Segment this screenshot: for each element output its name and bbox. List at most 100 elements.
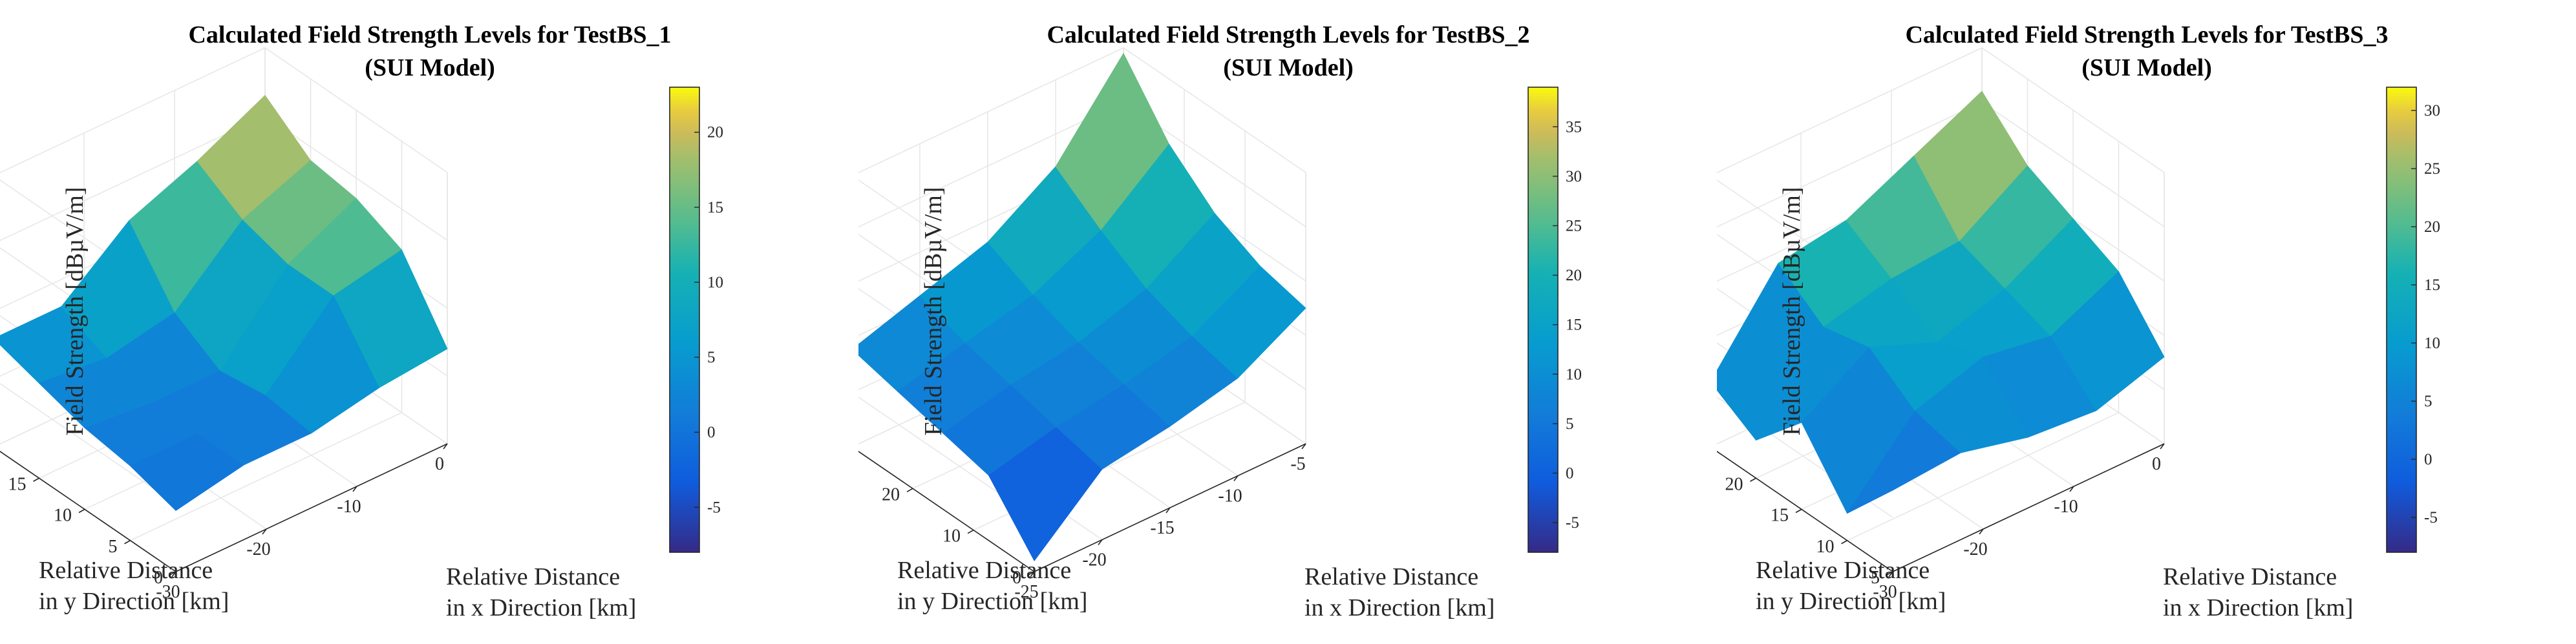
x-tick-label: -30 xyxy=(1873,582,1897,602)
colorbar-tick-label: 35 xyxy=(1566,118,1582,136)
colorbar-gradient xyxy=(2386,87,2417,553)
x-tick-mark xyxy=(1301,443,1306,450)
colorbar-tick-label: 5 xyxy=(707,349,716,366)
chart-svg-1: -25-20-15-10-50102030-10010203040Field S… xyxy=(858,21,1582,621)
y-tick-label: 10 xyxy=(54,506,72,526)
y-axis-label-line1: Relative Distance xyxy=(39,557,213,584)
chart-subtitle: (SUI Model) xyxy=(1223,54,1354,81)
x-tick-label: -20 xyxy=(1082,550,1106,570)
y-axis-label-line2: in y Direction [km] xyxy=(897,588,1087,615)
x-axis-label-line1: Relative Distance xyxy=(2163,563,2337,590)
y-gridline xyxy=(130,141,403,541)
z-gridline-side xyxy=(0,382,176,504)
x-axis-label-line2: in x Direction [km] xyxy=(1304,594,1495,621)
surface xyxy=(1717,90,2165,514)
y-tick-mark xyxy=(78,508,85,514)
surface xyxy=(0,95,448,511)
x-axis-line xyxy=(1892,443,2165,572)
x-tick-label: -25 xyxy=(1014,582,1038,602)
x-tick-label: -10 xyxy=(1218,486,1242,506)
chart-panel-2: -25-20-15-10-50102030-10010203040Field S… xyxy=(858,0,1717,644)
colorbar-gradient xyxy=(1528,87,1559,553)
colorbar-tick-label: 15 xyxy=(2424,276,2440,294)
colorbar-tick-label: 25 xyxy=(1566,217,1582,234)
y-tick-mark xyxy=(124,540,131,545)
chart-subtitle: (SUI Model) xyxy=(2081,54,2212,81)
y-axis-label-line2: in y Direction [km] xyxy=(1756,588,1946,615)
y-tick-label: 20 xyxy=(1725,474,1743,494)
z-axis-label: Field Strength [dBµV/m] xyxy=(920,187,947,436)
colorbar-tick-label: 30 xyxy=(2424,102,2440,119)
x-axis-line xyxy=(175,443,448,572)
y-tick-label: 15 xyxy=(1771,506,1789,526)
x-tick-mark xyxy=(2069,486,2074,492)
y-axis-line xyxy=(858,450,1035,572)
colorbar-tick-label: 10 xyxy=(1566,366,1582,383)
z-axis-label: Field Strength [dBµV/m] xyxy=(61,187,89,436)
x-tick-label: 0 xyxy=(2152,454,2161,474)
x-tick-mark xyxy=(2160,443,2165,450)
x-tick-label: -20 xyxy=(246,539,270,559)
x-tick-mark xyxy=(1098,539,1103,545)
colorbar-gradient xyxy=(669,87,700,553)
colorbar-tick-label: 30 xyxy=(1566,168,1582,185)
z-axis-label: Field Strength [dBµV/m] xyxy=(1778,187,1805,436)
y-tick-mark xyxy=(33,477,39,482)
x-tick-label: -10 xyxy=(2054,497,2078,517)
x-tick-label: -20 xyxy=(1963,539,1987,559)
colorbar-tick-label: 10 xyxy=(707,274,723,291)
x-axis-label-line2: in x Direction [km] xyxy=(446,594,636,621)
y-tick-mark xyxy=(1841,540,1847,545)
y-tick-mark xyxy=(906,488,913,493)
colorbar-tick-label: 20 xyxy=(2424,218,2440,236)
chart-panel-1: -30-20-10005101520-100102030Field Streng… xyxy=(0,0,858,644)
chart-svg-0: -30-20-10005101520-100102030Field Streng… xyxy=(0,21,723,621)
surface-patch xyxy=(334,249,448,388)
colorbar-tick-label: 5 xyxy=(2424,393,2432,410)
colorbar-tick-label: 15 xyxy=(1566,317,1582,334)
colorbar-tick-label: 15 xyxy=(707,199,723,216)
colorbar-tick-label: 20 xyxy=(1566,267,1582,284)
surface-patch xyxy=(2050,271,2165,411)
colorbar: -5 0 5 10 15 20 25 30 xyxy=(2386,87,2440,553)
y-tick-mark xyxy=(1886,571,1893,576)
chart-title: Calculated Field Strength Levels for Tes… xyxy=(1905,21,2388,48)
colorbar-tick-label: -5 xyxy=(707,499,721,516)
y-tick-mark xyxy=(1750,477,1756,482)
axes: -30-20-10005101520-100102030 xyxy=(0,443,448,602)
chart-svg-2: -30-20-100510152025-10010203040Field Str… xyxy=(1717,21,2440,621)
x-tick-mark xyxy=(1979,528,1984,535)
colorbar: -5 0 5 10 15 20 xyxy=(669,87,723,553)
y-tick-label: 0 xyxy=(154,568,163,588)
y-tick-mark xyxy=(967,529,974,534)
chart-title: Calculated Field Strength Levels for Tes… xyxy=(188,21,671,48)
x-tick-label: -15 xyxy=(1150,518,1174,538)
x-tick-mark xyxy=(443,443,448,450)
y-axis-label-line1: Relative Distance xyxy=(1756,557,1930,584)
x-axis-label-line1: Relative Distance xyxy=(446,563,620,590)
colorbar-tick-label: 5 xyxy=(1566,415,1574,433)
y-tick-mark xyxy=(169,571,176,576)
colorbar-tick-label: 0 xyxy=(707,424,716,441)
x-tick-label: -5 xyxy=(1290,454,1305,474)
surface xyxy=(858,53,1306,561)
y-tick-mark xyxy=(1028,571,1035,576)
colorbar-tick-label: 0 xyxy=(1566,464,1574,482)
y-tick-label: 5 xyxy=(1871,568,1880,588)
colorbar-tick-label: -5 xyxy=(1566,514,1579,532)
chart-panel-3: -30-20-100510152025-10010203040Field Str… xyxy=(1717,0,2575,644)
y-tick-label: 20 xyxy=(882,484,900,504)
x-tick-mark xyxy=(1233,475,1239,481)
axes: -30-20-100510152025-10010203040 xyxy=(1717,443,2165,602)
y-tick-label: 10 xyxy=(1816,537,1835,557)
x-axis-label-line1: Relative Distance xyxy=(1304,563,1478,590)
x-tick-label: -10 xyxy=(337,497,361,517)
surface-patch xyxy=(1192,265,1306,379)
chart-subtitle: (SUI Model) xyxy=(365,54,495,81)
x-tick-mark xyxy=(262,528,267,535)
axes: -25-20-15-10-50102030-10010203040 xyxy=(858,443,1306,602)
colorbar-tick-label: 10 xyxy=(2424,335,2440,352)
x-tick-label: 0 xyxy=(435,454,444,474)
y-gridline xyxy=(1847,141,2120,541)
y-axis-label-line2: in y Direction [km] xyxy=(39,588,229,615)
